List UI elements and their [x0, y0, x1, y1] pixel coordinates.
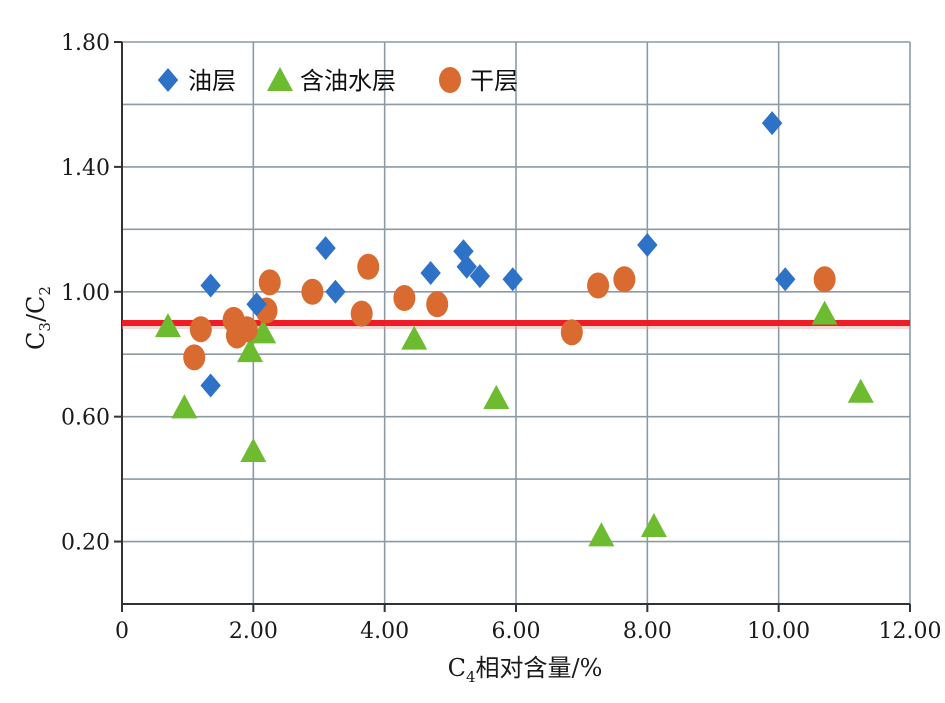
x-tick-label: 2.00	[229, 619, 278, 644]
data-point-triangle	[401, 325, 428, 350]
data-point-diamond	[775, 267, 796, 292]
x-tick-label: 4.00	[360, 619, 409, 644]
data-point-circle	[426, 291, 449, 318]
data-point-diamond	[325, 279, 346, 304]
data-point-triangle	[154, 313, 181, 338]
data-point-circle	[258, 269, 281, 296]
y-axis-title: C3/C2	[22, 286, 54, 350]
data-point-diamond	[246, 292, 267, 317]
y-axis-title-slash-c: /C	[22, 296, 50, 322]
data-point-diamond	[637, 232, 658, 257]
legend-label: 含油水层	[300, 67, 396, 95]
y-tick-label: 1.40	[61, 156, 110, 181]
data-point-triangle	[237, 338, 264, 363]
x-axis-title: C4相对含量/%	[448, 654, 603, 686]
data-point-diamond	[200, 373, 221, 398]
y-axis-title-sub3: 3	[36, 322, 54, 332]
legend-label: 油层	[188, 67, 236, 95]
x-tick-label: 0	[115, 619, 129, 644]
data-point-circle	[393, 285, 416, 312]
legend-marker-diamond	[157, 68, 179, 92]
y-tick-label: 0.60	[61, 406, 110, 431]
data-point-diamond	[502, 267, 523, 292]
data-point-circle	[813, 266, 836, 293]
data-point-diamond	[469, 264, 491, 289]
data-point-circle	[189, 316, 212, 343]
data-point-triangle	[240, 438, 267, 463]
data-point-diamond	[315, 236, 336, 261]
data-point-triangle	[483, 384, 510, 409]
data-point-triangle	[588, 522, 615, 547]
y-tick-label: 0.20	[61, 531, 110, 556]
data-point-diamond	[456, 254, 477, 279]
x-tick-label: 6.00	[492, 619, 541, 644]
x-axis-title-subscript: 4	[466, 668, 476, 686]
y-tick-label: 1.80	[61, 31, 110, 56]
data-point-diamond	[761, 111, 783, 136]
data-point-diamond	[420, 261, 441, 286]
legend-marker-circle	[439, 67, 461, 93]
data-point-circle	[357, 253, 380, 280]
legend-marker-triangle	[267, 67, 293, 92]
data-point-circle	[613, 266, 636, 293]
data-marks	[154, 111, 874, 547]
x-tick-label: 10.00	[747, 619, 810, 644]
y-axis-title-c3: C	[22, 332, 50, 350]
data-point-circle	[183, 344, 206, 371]
data-point-diamond	[200, 273, 221, 298]
data-point-triangle	[847, 378, 874, 403]
tick-labels: 0.20 0.60 1.00 1.40 1.80 0 2.00 4.00 6.00 8.00 10.…	[61, 31, 941, 644]
x-axis-title-suffix: 相对含量/%	[476, 654, 603, 682]
y-axis-title-sub2: 2	[36, 286, 54, 296]
legend: 油层 含油水层 干层	[157, 67, 518, 95]
data-point-triangle	[250, 319, 277, 344]
data-point-circle	[235, 316, 258, 343]
data-point-triangle	[640, 512, 667, 537]
x-tick-label: 12.00	[879, 619, 942, 644]
y-tick-label: 1.00	[61, 281, 110, 306]
data-point-circle	[587, 272, 610, 299]
x-axis-title-prefix: C	[448, 654, 466, 682]
x-tick-label: 8.00	[623, 619, 672, 644]
data-point-circle	[560, 319, 583, 346]
data-point-circle	[350, 300, 373, 327]
legend-label: 干层	[470, 67, 518, 95]
data-point-circle	[301, 278, 324, 305]
data-point-triangle	[171, 394, 198, 419]
data-point-triangle	[811, 300, 838, 325]
